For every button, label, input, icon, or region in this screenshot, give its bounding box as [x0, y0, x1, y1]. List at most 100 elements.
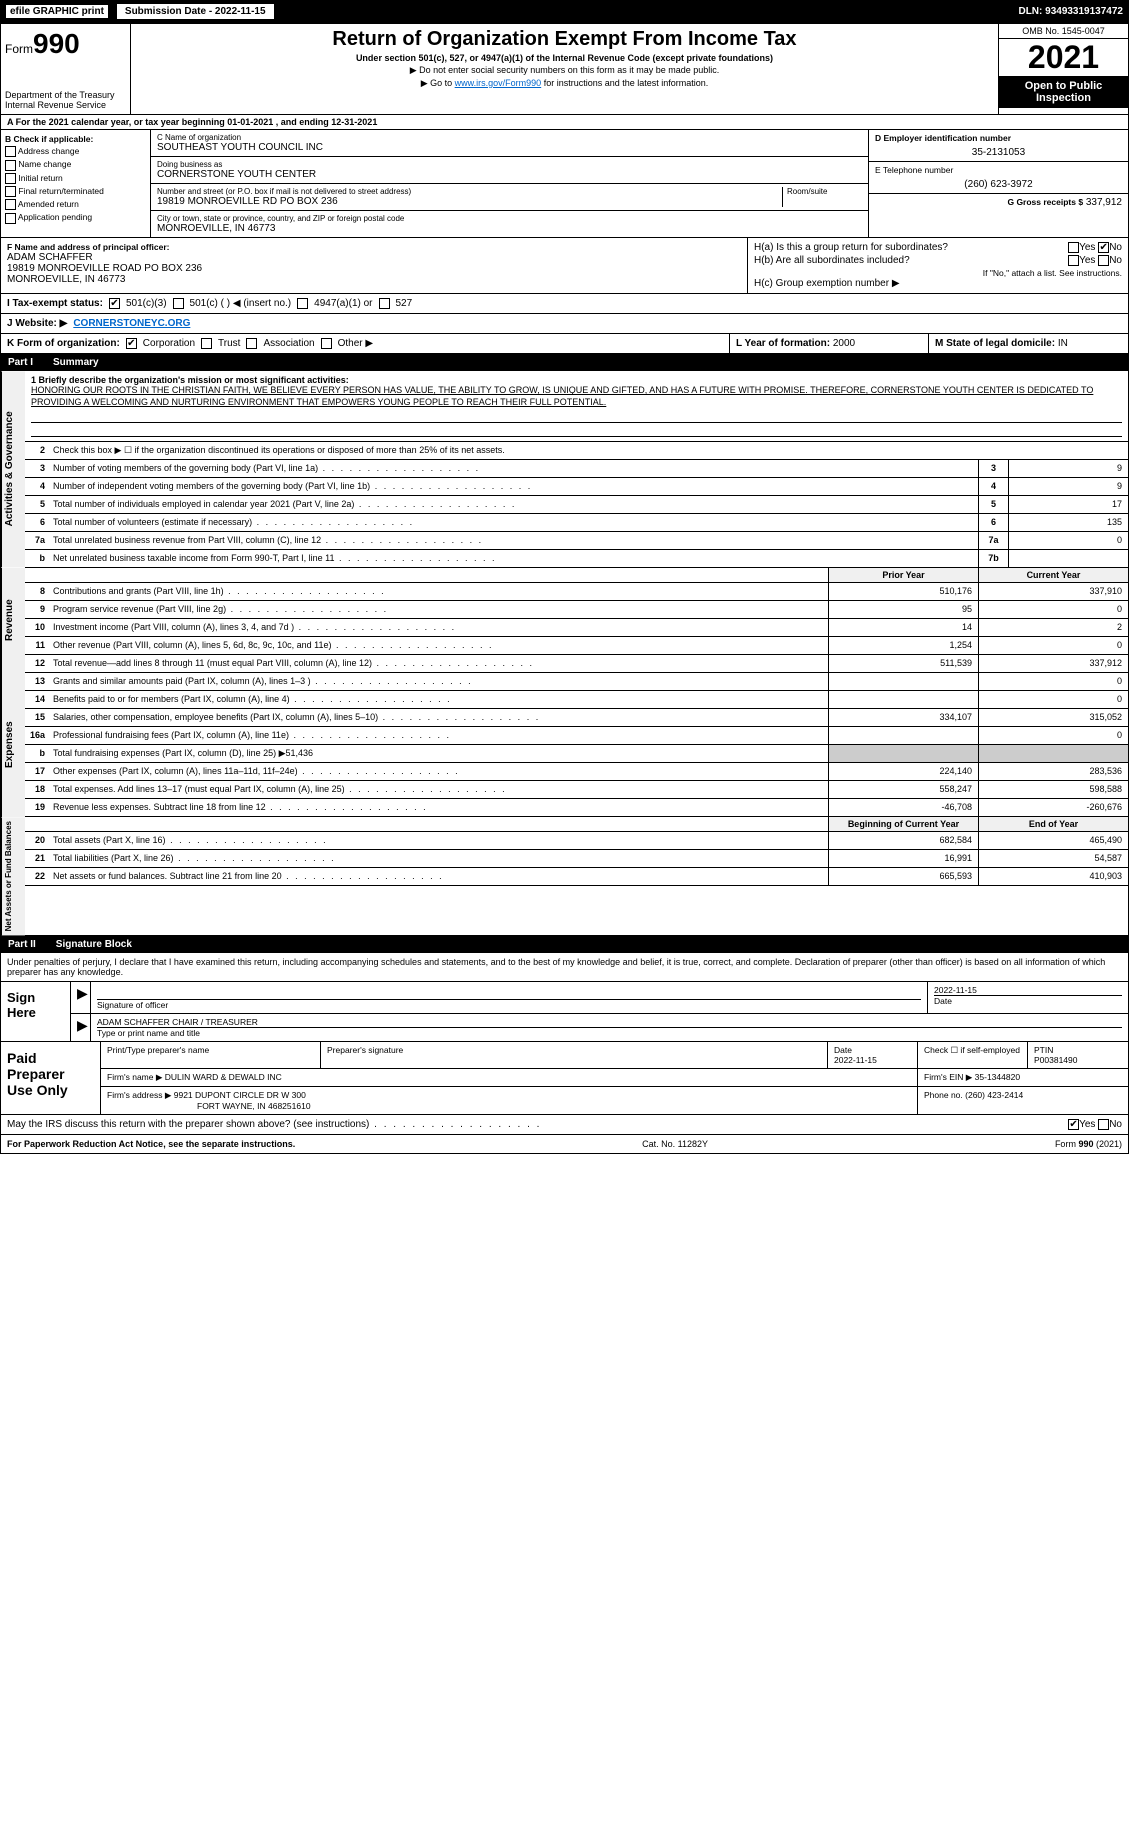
dba-name: CORNERSTONE YOUTH CENTER: [157, 169, 862, 180]
irs-link[interactable]: www.irs.gov/Form990: [455, 78, 542, 88]
chk-trust: [201, 338, 212, 349]
ha-answer: Yes No: [1068, 242, 1122, 253]
omb-number: OMB No. 1545-0047: [999, 24, 1128, 39]
ha-label: H(a) Is this a group return for subordin…: [754, 242, 948, 253]
website-label: J Website: ▶: [7, 318, 67, 329]
row-a-calendar-year: A For the 2021 calendar year, or tax yea…: [0, 115, 1129, 130]
hb-answer: Yes No: [1068, 255, 1122, 266]
may-discuss-text: May the IRS discuss this return with the…: [7, 1119, 541, 1130]
dept-treasury: Department of the Treasury: [5, 90, 126, 100]
table-row: 12Total revenue—add lines 8 through 11 (…: [25, 655, 1128, 673]
firm-name: DULIN WARD & DEWALD INC: [165, 1072, 282, 1082]
table-row: 22Net assets or fund balances. Subtract …: [25, 868, 1128, 886]
chk-501c3: [109, 298, 120, 309]
irs-label: Internal Revenue Service: [5, 100, 126, 110]
officer-label: F Name and address of principal officer:: [7, 242, 741, 252]
table-row: bNet unrelated business taxable income f…: [25, 550, 1128, 568]
firm-addr-label: Firm's address ▶: [107, 1090, 171, 1100]
footer-right: Form 990 (2021): [1055, 1139, 1122, 1149]
table-row: 5Total number of individuals employed in…: [25, 496, 1128, 514]
page-footer: For Paperwork Reduction Act Notice, see …: [0, 1135, 1129, 1154]
block-bcd: B Check if applicable: Address change Na…: [0, 130, 1129, 238]
firm-phone: (260) 423-2414: [965, 1090, 1023, 1100]
open-inspection: Open to Public Inspection: [999, 76, 1128, 108]
sig-date-label: Date: [934, 995, 1122, 1006]
part2-header: Part II Signature Block: [0, 936, 1129, 953]
opt-501c3: 501(c)(3): [126, 298, 167, 309]
m-domicile: M State of legal domicile: IN: [929, 334, 1128, 353]
chk-527: [379, 298, 390, 309]
table-row: 18Total expenses. Add lines 13–17 (must …: [25, 781, 1128, 799]
website-link[interactable]: CORNERSTONEYC.ORG: [73, 318, 190, 329]
chk-name: Name change: [5, 159, 146, 170]
col-de: D Employer identification number 35-2131…: [868, 130, 1128, 237]
opt-assoc: Association: [263, 338, 314, 349]
org-name: SOUTHEAST YOUTH COUNCIL INC: [157, 142, 862, 153]
table-row: 7aTotal unrelated business revenue from …: [25, 532, 1128, 550]
firm-ein-label: Firm's EIN ▶: [924, 1072, 972, 1082]
opt-corp: Corporation: [143, 338, 195, 349]
table-row: 3Number of voting members of the governi…: [25, 460, 1128, 478]
sig-date: 2022-11-15: [934, 985, 1122, 995]
officer-name: ADAM SCHAFFER: [7, 252, 741, 263]
efile-label: efile GRAPHIC print: [6, 5, 108, 18]
table-row: 17Other expenses (Part IX, column (A), l…: [25, 763, 1128, 781]
arrow-icon: ▶: [77, 985, 88, 1001]
website-row: J Website: ▶ CORNERSTONEYC.ORG: [0, 314, 1129, 334]
hc-label: H(c) Group exemption number ▶: [754, 278, 1122, 289]
tax-label: I Tax-exempt status:: [7, 298, 103, 309]
firm-addr1: 9921 DUPONT CIRCLE DR W 300: [174, 1090, 306, 1100]
block-fh: F Name and address of principal officer:…: [0, 238, 1129, 294]
officer-addr2: MONROEVILLE, IN 46773: [7, 274, 741, 285]
col-h-group: H(a) Is this a group return for subordin…: [748, 238, 1128, 293]
table-row: 20Total assets (Part X, line 16)682,5844…: [25, 832, 1128, 850]
table-row: 14Benefits paid to or for members (Part …: [25, 691, 1128, 709]
hb-note: If "No," attach a list. See instructions…: [754, 268, 1122, 278]
chk-assoc: [246, 338, 257, 349]
chk-address: Address change: [5, 146, 146, 157]
table-row: bTotal fundraising expenses (Part IX, co…: [25, 745, 1128, 763]
opt-4947: 4947(a)(1) or: [314, 298, 372, 309]
phone-label: E Telephone number: [875, 165, 1122, 175]
firm-phone-label: Phone no.: [924, 1090, 963, 1100]
side-revenue: Revenue: [1, 568, 25, 673]
org-city: MONROEVILLE, IN 46773: [157, 223, 862, 234]
beginning-hdr: Beginning of Current Year: [828, 817, 978, 831]
arrow-icon: ▶: [77, 1017, 88, 1033]
ein-label: D Employer identification number: [875, 133, 1122, 143]
table-row: 6Total number of volunteers (estimate if…: [25, 514, 1128, 532]
sign-here-block: Sign Here ▶ Signature of officer 2022-11…: [0, 982, 1129, 1042]
firm-label: Firm's name ▶: [107, 1072, 162, 1082]
paid-preparer-block: Paid Preparer Use Only Print/Type prepar…: [0, 1042, 1129, 1115]
part1-title: Summary: [53, 357, 99, 368]
table-row: 13Grants and similar amounts paid (Part …: [25, 673, 1128, 691]
signature-intro: Under penalties of perjury, I declare th…: [0, 953, 1129, 982]
table-row: 9Program service revenue (Part VIII, lin…: [25, 601, 1128, 619]
col-f-officer: F Name and address of principal officer:…: [1, 238, 748, 293]
table-row: 2Check this box ▶ ☐ if the organization …: [25, 442, 1128, 460]
col-c-org-info: C Name of organization SOUTHEAST YOUTH C…: [151, 130, 868, 237]
hb-label: H(b) Are all subordinates included?: [754, 255, 910, 266]
part2-title: Signature Block: [56, 939, 132, 950]
chk-application: Application pending: [5, 212, 146, 223]
tax-exempt-row: I Tax-exempt status: 501(c)(3) 501(c) ( …: [0, 294, 1129, 314]
side-governance: Activities & Governance: [1, 371, 25, 567]
firm-ein: 35-1344820: [975, 1072, 1020, 1082]
ptin-val: P00381490: [1034, 1055, 1078, 1065]
tax-year: 2021: [999, 39, 1128, 76]
org-name-label: C Name of organization: [157, 133, 862, 142]
prep-self-emp: Check ☐ if self-employed: [918, 1042, 1028, 1068]
net-header: Beginning of Current Year End of Year: [25, 817, 1128, 832]
part1-header: Part I Summary: [0, 354, 1129, 371]
chk-4947: [297, 298, 308, 309]
table-row: 19Revenue less expenses. Subtract line 1…: [25, 799, 1128, 817]
chk-final: Final return/terminated: [5, 186, 146, 197]
year-header: Prior Year Current Year: [25, 568, 1128, 583]
gross-value: 337,912: [1086, 197, 1122, 208]
summary-section: Activities & Governance 1 Briefly descri…: [0, 371, 1129, 936]
chk-other: [321, 338, 332, 349]
form-subtitle-1: Under section 501(c), 527, or 4947(a)(1)…: [135, 53, 994, 63]
table-row: 11Other revenue (Part VIII, column (A), …: [25, 637, 1128, 655]
mission-block: 1 Briefly describe the organization's mi…: [25, 371, 1128, 441]
form-subtitle-3: ▶ Go to www.irs.gov/Form990 for instruct…: [135, 78, 994, 89]
